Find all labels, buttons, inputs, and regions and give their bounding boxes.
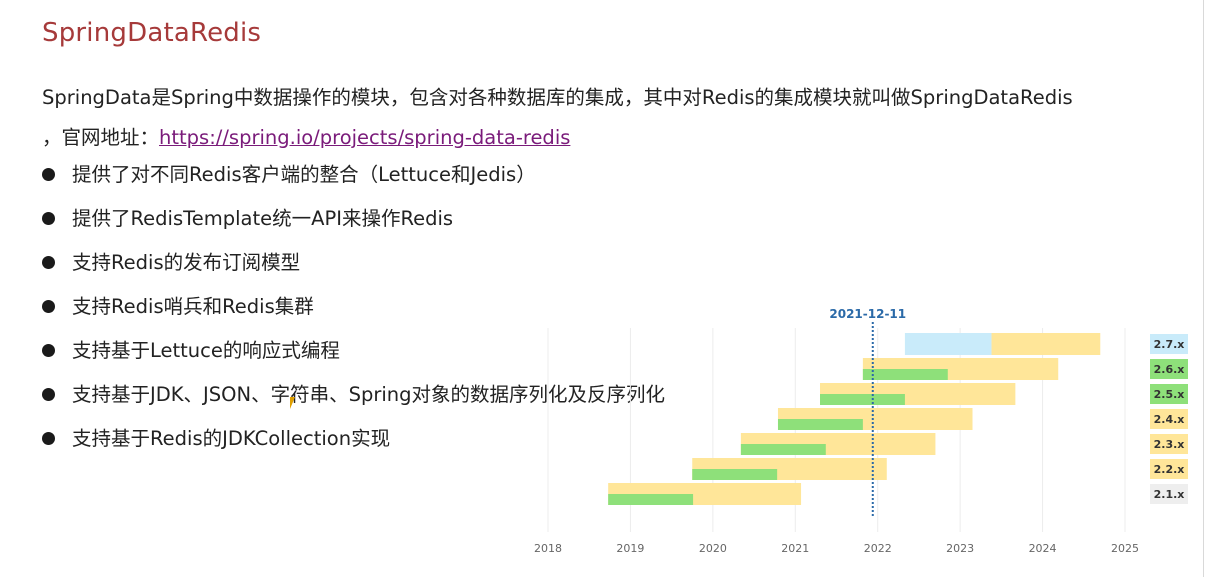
x-tick-label: 2024 (1029, 542, 1057, 555)
bullet-text: 支持Redis的发布订阅模型 (72, 251, 301, 274)
version-label: 2.7.x (1154, 338, 1185, 351)
list-item: 支持基于JDK、JSON、字符串、Spring对象的数据序列化及反序列化 (42, 375, 665, 419)
mouse-cursor-icon (290, 397, 300, 409)
version-badge (1150, 359, 1188, 379)
oss-support-bar (777, 419, 863, 430)
official-site-link[interactable]: https://spring.io/projects/spring-data-r… (159, 126, 571, 149)
version-badge (1150, 484, 1188, 504)
bullet-icon (42, 432, 55, 445)
x-tick-label: 2019 (616, 542, 644, 555)
version-badge (1150, 384, 1188, 404)
bullet-text: 支持基于Redis的JDKCollection实现 (72, 427, 391, 450)
list-item: 支持Redis的发布订阅模型 (42, 243, 665, 287)
version-badge (1150, 409, 1188, 429)
bullet-text: 提供了RedisTemplate统一API来操作Redis (72, 207, 454, 230)
list-item: 支持基于Lettuce的响应式编程 (42, 331, 665, 375)
x-tick-label: 2025 (1111, 542, 1139, 555)
date-marker-label: 2021-12-11 (829, 307, 906, 321)
x-tick-label: 2020 (699, 542, 727, 555)
x-tick-label: 2021 (781, 542, 809, 555)
oss-support-bar (692, 469, 778, 480)
version-badge (1150, 459, 1188, 479)
bullet-icon (42, 256, 55, 269)
window-edge-line (1203, 0, 1204, 577)
bullet-text: 支持基于JDK、JSON、字符串、Spring对象的数据序列化及反序列化 (72, 383, 666, 406)
bullet-icon (42, 300, 55, 313)
oss-support-bar (862, 369, 948, 380)
version-label: 2.6.x (1154, 363, 1185, 376)
version-label: 2.4.x (1154, 413, 1185, 426)
list-item: 提供了RedisTemplate统一API来操作Redis (42, 199, 665, 243)
version-badge (1150, 334, 1188, 354)
list-item: 支持Redis哨兵和Redis集群 (42, 287, 665, 331)
version-label: 2.1.x (1154, 488, 1185, 501)
x-tick-label: 2023 (946, 542, 974, 555)
description-prefix: ，官网地址： (42, 126, 160, 149)
bullet-icon (42, 212, 55, 225)
list-item: 提供了对不同Redis客户端的整合（Lettuce和Jedis） (42, 155, 665, 199)
version-label: 2.2.x (1154, 463, 1185, 476)
description-line-1: SpringData是Spring中数据操作的模块，包含对各种数据库的集成，其中… (42, 86, 1073, 109)
version-label: 2.3.x (1154, 438, 1185, 451)
bullet-text: 提供了对不同Redis客户端的整合（Lettuce和Jedis） (72, 163, 536, 186)
x-tick-label: 2018 (534, 542, 562, 555)
version-badge (1150, 434, 1188, 454)
oss-support-bar (740, 444, 826, 455)
oss-support-bar (608, 494, 694, 505)
description-line-2: ，官网地址：https://spring.io/projects/spring-… (42, 118, 1192, 158)
bullet-icon (42, 388, 55, 401)
x-tick-label: 2022 (864, 542, 892, 555)
bullet-icon (42, 344, 55, 357)
bullet-text: 支持Redis哨兵和Redis集群 (72, 295, 314, 318)
bullet-text: 支持基于Lettuce的响应式编程 (72, 339, 340, 362)
slide-title: SpringDataRedis (42, 18, 262, 48)
version-label: 2.5.x (1154, 388, 1185, 401)
oss-support-bar (820, 394, 905, 405)
commercial-support-bar (991, 333, 1101, 355)
future-support-bar (904, 333, 992, 355)
list-item: 支持基于Redis的JDKCollection实现 (42, 419, 665, 463)
slide-description: SpringData是Spring中数据操作的模块，包含对各种数据库的集成，其中… (42, 78, 1192, 158)
bullet-icon (42, 168, 55, 181)
feature-list: 提供了对不同Redis客户端的整合（Lettuce和Jedis） 提供了Redi… (42, 155, 665, 463)
